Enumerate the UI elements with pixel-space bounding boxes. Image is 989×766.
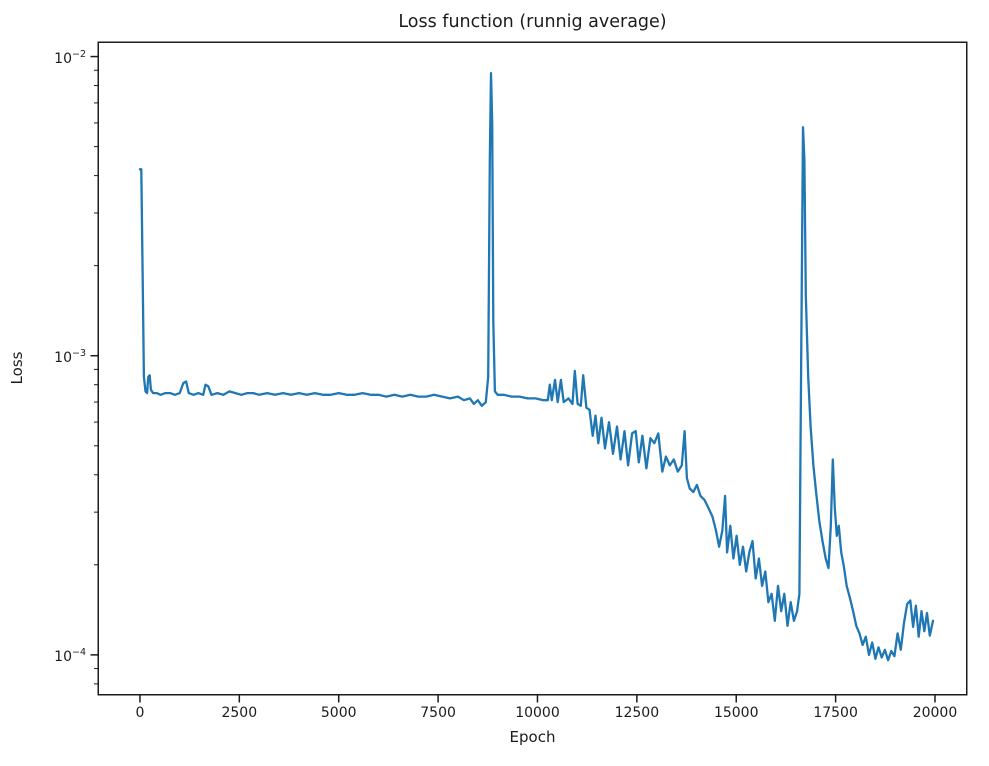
- x-tick-label: 20000: [912, 705, 958, 721]
- loss-curve: [138, 72, 935, 662]
- x-tick-label: 15000: [713, 705, 759, 721]
- plot-border: [97, 41, 968, 696]
- x-tick-label: 7500: [420, 705, 456, 721]
- x-tick-label: 2500: [221, 705, 258, 721]
- x-tick-label: 10000: [515, 705, 560, 721]
- x-axis-label: Epoch: [509, 728, 556, 746]
- x-tick-label: 5000: [320, 705, 357, 721]
- y-tick-label: 10−4: [54, 647, 86, 665]
- x-tick-label: 0: [135, 705, 145, 721]
- chart-title: Loss function (runnig average): [398, 12, 667, 32]
- x-tick-label: 12500: [614, 705, 660, 721]
- y-tick-label: 10−2: [54, 48, 86, 67]
- x-tick-label: 17500: [813, 705, 858, 721]
- x-major-tick-marks: [139, 694, 936, 703]
- y-tick-label: 10−3: [54, 347, 86, 366]
- y-major-tick-marks: [90, 55, 99, 656]
